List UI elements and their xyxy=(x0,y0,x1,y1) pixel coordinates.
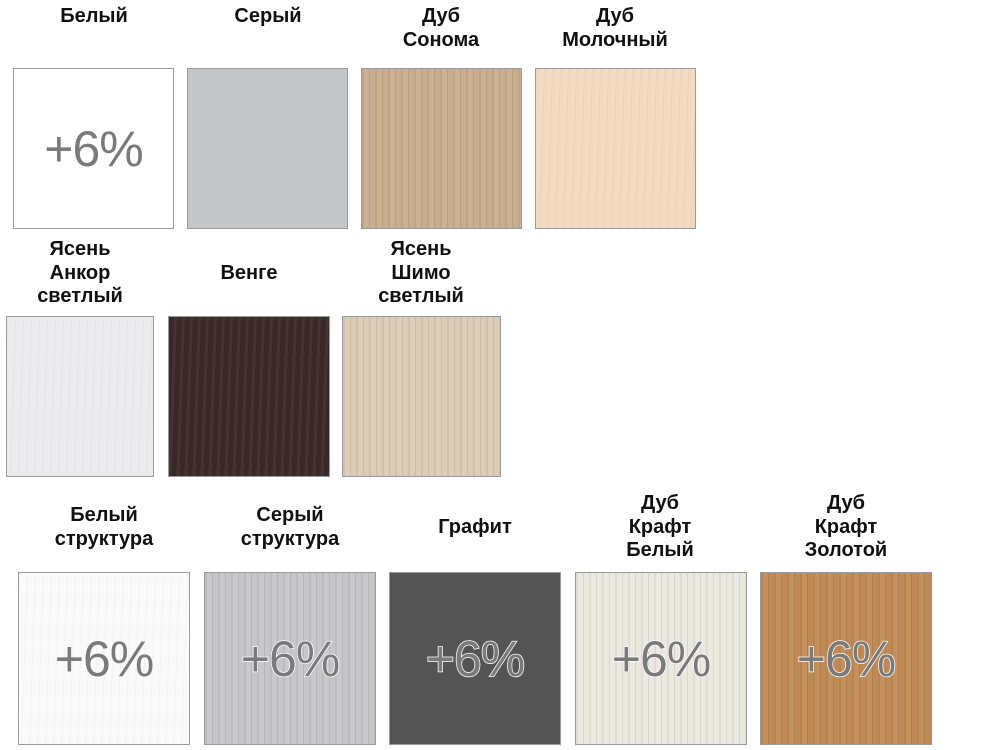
swatch-label: Графит xyxy=(438,516,512,538)
color-swatch[interactable]: +6% xyxy=(13,68,174,229)
surcharge-badge: +6% xyxy=(425,630,526,688)
color-swatch[interactable] xyxy=(361,68,522,229)
swatch-label: Серый xyxy=(234,5,302,27)
swatch-label: Ясень Шимо светлый xyxy=(378,238,464,307)
color-swatch[interactable]: +6% xyxy=(204,572,376,745)
color-swatch[interactable]: +6% xyxy=(18,572,190,745)
color-swatch[interactable] xyxy=(342,316,501,477)
surcharge-badge: +6% xyxy=(44,120,143,177)
swatch-label: Ясень Анкор светлый xyxy=(37,238,123,307)
color-swatch[interactable] xyxy=(535,68,696,229)
swatch-label: Дуб Молочный xyxy=(562,5,668,51)
color-swatch[interactable] xyxy=(168,316,330,477)
surcharge-badge: +6% xyxy=(796,630,897,688)
surcharge-badge: +6% xyxy=(54,630,154,687)
surcharge-badge: +6% xyxy=(611,630,712,688)
swatch-label: Дуб Крафт Золотой xyxy=(804,492,888,561)
swatch-label: Белый xyxy=(60,5,128,27)
color-swatch[interactable]: +6% xyxy=(389,572,561,745)
color-swatch[interactable]: +6% xyxy=(575,572,747,745)
swatch-label: Серый структура xyxy=(240,504,340,550)
surcharge-badge: +6% xyxy=(240,630,341,688)
swatch-label: Дуб Крафт Белый xyxy=(626,492,694,561)
color-swatch[interactable] xyxy=(187,68,348,229)
swatch-label: Белый структура xyxy=(54,504,154,550)
color-swatch[interactable] xyxy=(6,316,154,477)
swatch-label: Венге xyxy=(220,262,278,284)
swatch-label: Дуб Сонома xyxy=(402,5,480,51)
color-swatch[interactable]: +6% xyxy=(760,572,932,745)
